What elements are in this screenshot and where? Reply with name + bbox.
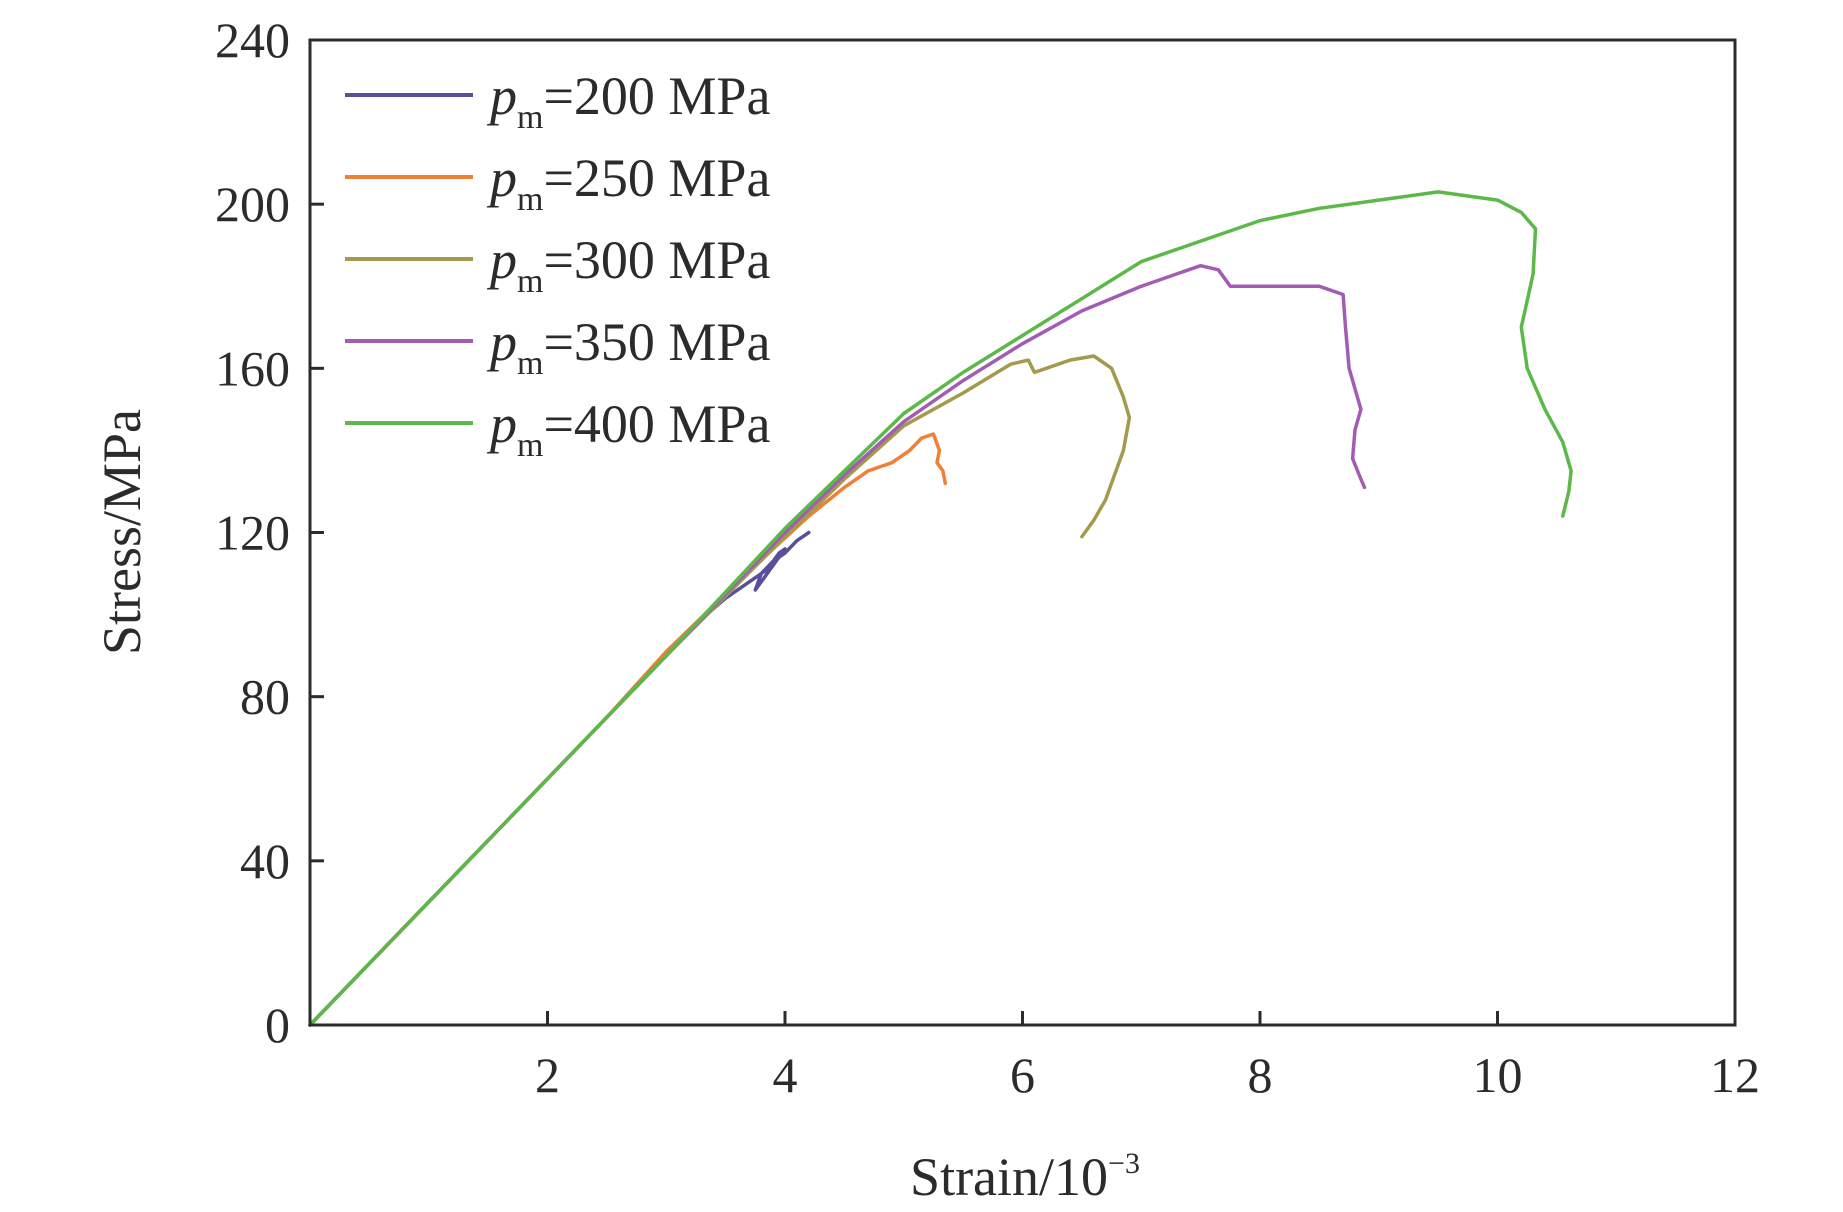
x-tick-labels: 2 4 6 8 10 12	[535, 1047, 1760, 1103]
y-tick-labels: 0 40 80 120 160 200 240	[215, 12, 290, 1053]
x-tick-label: 6	[1010, 1047, 1035, 1103]
x-tick-label: 12	[1710, 1047, 1760, 1103]
legend-label: pm=400 MPa	[486, 394, 770, 464]
x-tick-label: 8	[1248, 1047, 1273, 1103]
series-line-350	[308, 263, 1367, 1027]
x-tick-label: 2	[535, 1047, 560, 1103]
legend-label: pm=350 MPa	[486, 312, 770, 382]
legend-label: pm=250 MPa	[486, 148, 770, 218]
y-axis-title: Stress/MPa	[92, 409, 152, 655]
y-tick-label: 40	[240, 833, 290, 889]
x-axis-title: Strain/10−3	[910, 1147, 1140, 1207]
series-lines	[308, 190, 1573, 1027]
legend-label: pm=300 MPa	[486, 230, 770, 300]
y-tick-label: 240	[215, 12, 290, 68]
series-line-400	[308, 190, 1573, 1027]
y-tick-label: 80	[240, 669, 290, 725]
legend-label: pm=200 MPa	[486, 66, 770, 136]
y-tick-label: 120	[215, 505, 290, 561]
y-tick-label: 0	[265, 997, 290, 1053]
x-tick-label: 10	[1473, 1047, 1523, 1103]
series-line-300	[308, 354, 1132, 1027]
y-tick-label: 200	[215, 176, 290, 232]
legend: pm=200 MPa pm=250 MPa pm=300 MPa pm=350 MPa…	[345, 66, 770, 464]
plot-frame	[308, 38, 1737, 1027]
x-tick-label: 4	[773, 1047, 798, 1103]
series-line-250	[308, 432, 948, 1027]
y-tick-label: 160	[215, 340, 290, 396]
series-line-200	[308, 530, 811, 1027]
